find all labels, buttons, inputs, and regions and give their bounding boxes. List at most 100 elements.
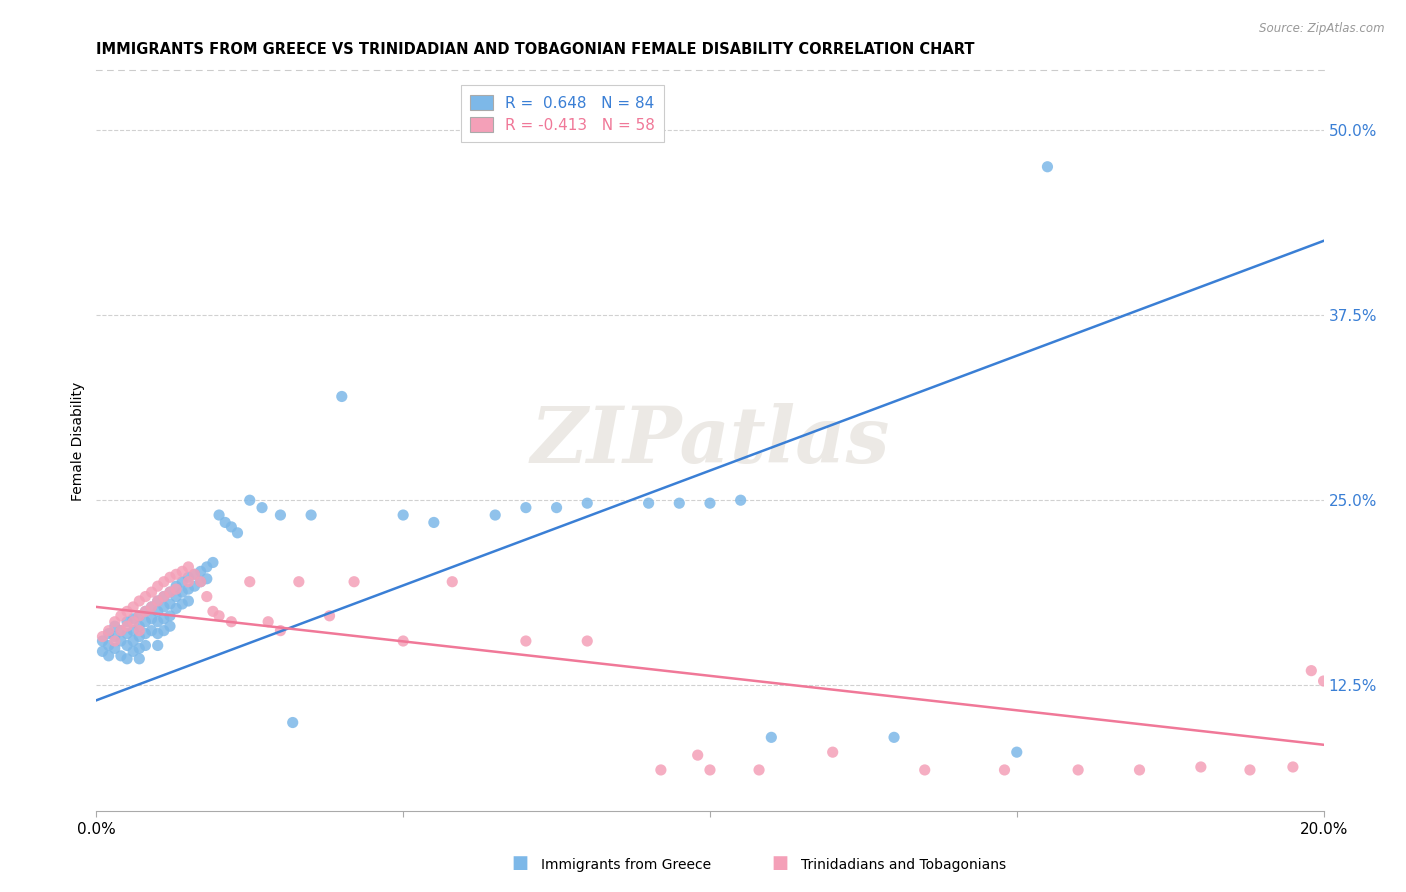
Point: [392, 508, 415, 522]
Point: [146, 626, 169, 640]
Point: [141, 599, 163, 614]
Text: IMMIGRANTS FROM GREECE VS TRINIDADIAN AND TOBAGONIAN FEMALE DISABILITY CORRELATI: IMMIGRANTS FROM GREECE VS TRINIDADIAN AN…: [97, 42, 974, 57]
Point: [104, 641, 127, 656]
Point: [993, 763, 1015, 777]
Point: [159, 570, 181, 584]
Point: [110, 624, 132, 638]
Point: [134, 604, 156, 618]
Point: [177, 582, 200, 596]
Point: [1005, 745, 1028, 759]
Point: [134, 615, 156, 629]
Point: [128, 641, 150, 656]
Point: [165, 567, 187, 582]
Point: [165, 590, 187, 604]
Point: [761, 731, 783, 745]
Point: [97, 639, 120, 653]
Point: [110, 624, 132, 638]
Point: [239, 493, 262, 508]
Point: [172, 565, 194, 579]
Point: [122, 634, 145, 648]
Point: [146, 594, 169, 608]
Point: [183, 579, 205, 593]
Point: [115, 615, 138, 629]
Point: [97, 624, 120, 638]
Point: [128, 608, 150, 623]
Point: [97, 648, 120, 663]
Point: [250, 500, 273, 515]
Point: [299, 508, 322, 522]
Point: [128, 652, 150, 666]
Point: [1312, 673, 1334, 688]
Point: [159, 585, 181, 599]
Point: [883, 731, 905, 745]
Point: [484, 508, 506, 522]
Point: [165, 582, 187, 596]
Point: [122, 624, 145, 638]
Point: [226, 525, 249, 540]
Point: [699, 496, 721, 510]
Point: [343, 574, 366, 589]
Point: [214, 516, 236, 530]
Point: [183, 567, 205, 582]
Point: [122, 599, 145, 614]
Point: [104, 630, 127, 644]
Point: [134, 604, 156, 618]
Point: [392, 634, 415, 648]
Point: [195, 590, 218, 604]
Point: [134, 590, 156, 604]
Point: [146, 615, 169, 629]
Point: [115, 619, 138, 633]
Text: ■: ■: [512, 855, 529, 872]
Point: [1282, 760, 1305, 774]
Point: [122, 615, 145, 629]
Text: Trinidadians and Tobagonians: Trinidadians and Tobagonians: [801, 858, 1007, 872]
Point: [128, 619, 150, 633]
Point: [288, 574, 311, 589]
Point: [141, 585, 163, 599]
Point: [91, 644, 114, 658]
Point: [146, 579, 169, 593]
Point: [153, 612, 176, 626]
Text: ZIPatlas: ZIPatlas: [530, 402, 890, 479]
Y-axis label: Female Disability: Female Disability: [72, 381, 86, 500]
Point: [190, 574, 212, 589]
Point: [183, 567, 205, 582]
Point: [441, 574, 464, 589]
Point: [330, 389, 353, 403]
Point: [159, 619, 181, 633]
Point: [134, 626, 156, 640]
Point: [1301, 664, 1323, 678]
Point: [122, 612, 145, 626]
Point: [115, 652, 138, 666]
Point: [914, 763, 936, 777]
Point: [281, 715, 304, 730]
Point: [128, 594, 150, 608]
Point: [686, 748, 709, 763]
Point: [141, 599, 163, 614]
Point: [115, 604, 138, 618]
Point: [110, 634, 132, 648]
Point: [318, 608, 340, 623]
Point: [423, 516, 446, 530]
Point: [239, 574, 262, 589]
Point: [177, 574, 200, 589]
Point: [165, 579, 187, 593]
Point: [546, 500, 568, 515]
Point: [159, 585, 181, 599]
Point: [699, 763, 721, 777]
Point: [1189, 760, 1212, 774]
Point: [172, 585, 194, 599]
Point: [195, 560, 218, 574]
Point: [104, 615, 127, 629]
Point: [146, 604, 169, 618]
Text: ■: ■: [772, 855, 789, 872]
Point: [1128, 763, 1150, 777]
Point: [668, 496, 690, 510]
Point: [269, 508, 291, 522]
Point: [177, 594, 200, 608]
Point: [1036, 160, 1059, 174]
Point: [821, 745, 844, 759]
Point: [97, 626, 120, 640]
Point: [515, 634, 537, 648]
Point: [1067, 763, 1090, 777]
